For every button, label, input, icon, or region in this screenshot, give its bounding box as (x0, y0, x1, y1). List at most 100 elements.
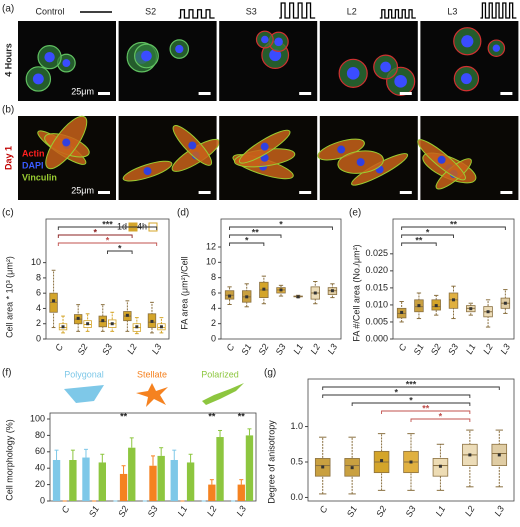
significance-bracket (57, 242, 158, 246)
nucleus (437, 155, 446, 164)
mean (86, 322, 90, 326)
scale-bar (399, 92, 412, 95)
stimulus-icon (480, 2, 517, 19)
mean (296, 295, 300, 299)
x-tick-label: S3 (146, 504, 160, 519)
y-tick-label: 6 (211, 287, 216, 297)
y-axis-label: Cell morphology (%) (4, 419, 14, 501)
significance: * (106, 235, 110, 245)
legend-label: Polarized (201, 369, 239, 379)
y-tick-label: 2 (36, 318, 41, 328)
nucleus (143, 167, 152, 176)
mean (380, 459, 384, 463)
mean (400, 310, 404, 314)
panel-label: (f) (2, 368, 11, 379)
x-tick-label: L3 (234, 504, 248, 518)
panel-label: (c) (2, 208, 14, 219)
y-tick-label: 10 (31, 257, 41, 267)
scale-bar (98, 92, 110, 95)
column-title: L2 (347, 6, 357, 16)
bar (128, 447, 136, 501)
bar (237, 484, 245, 501)
nucleus (337, 145, 346, 154)
x-tick-label: L1 (464, 342, 478, 356)
significance: * (93, 227, 97, 237)
x-tick-label: L2 (125, 342, 139, 356)
bar (69, 460, 77, 501)
significance: ** (422, 403, 430, 413)
nucleus (62, 138, 71, 147)
legend-label: Stellate (137, 369, 167, 379)
significance-bracket (229, 242, 265, 246)
panel-label: (a) (2, 4, 14, 15)
bar (170, 460, 178, 501)
mean (110, 322, 114, 326)
column-title: S3 (246, 6, 257, 16)
nucleus (380, 61, 391, 73)
mean (245, 295, 249, 299)
significance: ** (120, 411, 128, 421)
significance: ** (252, 227, 260, 237)
mean (409, 460, 413, 464)
nucleus (44, 51, 55, 63)
bar (119, 473, 128, 501)
mean (313, 291, 317, 295)
y-tick-label: 4 (36, 303, 41, 313)
legend-icon (64, 385, 104, 403)
mean (452, 298, 455, 302)
bar (82, 457, 90, 501)
scale-bar (500, 92, 513, 95)
nucleus (62, 59, 71, 68)
significance-bracket (229, 226, 333, 230)
mean (469, 307, 473, 311)
x-tick-label: C (53, 342, 65, 353)
stimulus-icon (279, 2, 316, 19)
y-tick-label: 0.020 (365, 265, 388, 275)
x-tick-label: C (318, 504, 330, 515)
scale-bar (500, 191, 513, 194)
row-label: 4 Hours (3, 43, 13, 77)
significance-bracket (57, 234, 133, 238)
panel-label: (e) (349, 208, 361, 219)
x-tick-label: S2 (76, 342, 90, 357)
significance: * (409, 395, 413, 405)
x-tick-label: L2 (481, 342, 495, 356)
x-tick-label: S2 (256, 342, 270, 357)
y-tick-label: 100 (30, 413, 45, 423)
nucleus (492, 44, 501, 52)
significance: * (439, 411, 443, 421)
y-tick-label: 4 (211, 303, 216, 313)
x-tick-label: L3 (150, 342, 164, 356)
mean (497, 453, 501, 457)
scale-bar (198, 92, 211, 95)
y-tick-label: 0.000 (365, 333, 388, 343)
significance: ** (450, 219, 458, 229)
mean (434, 304, 438, 308)
significance-bracket (351, 402, 471, 406)
stain-label: Vinculin (22, 172, 57, 182)
nucleus (260, 142, 269, 151)
panel-label: (g) (264, 368, 276, 379)
y-tick-label: 6 (36, 288, 41, 298)
y-tick-label: 0.010 (365, 299, 388, 309)
x-tick-label: C (224, 342, 236, 353)
nucleus (269, 49, 282, 62)
nucleus (274, 37, 283, 47)
mean (417, 304, 421, 308)
legend-label: Polygonal (64, 369, 104, 379)
legend-label: 1d (117, 221, 127, 231)
x-tick-label: S3 (446, 342, 460, 357)
bar (52, 460, 61, 501)
panel-label: (b) (2, 105, 14, 116)
mean (125, 313, 129, 317)
stimulus-icon (379, 9, 416, 19)
bar (157, 455, 165, 501)
mean (159, 325, 163, 329)
mean (228, 294, 232, 298)
y-axis-label: FA area (μm²)/Cell (179, 256, 189, 329)
scale-label: 25μm (71, 86, 94, 96)
nucleus (261, 35, 269, 44)
significance: * (245, 235, 249, 245)
x-tick-label: C (397, 342, 409, 353)
x-tick-label: S3 (100, 342, 114, 357)
